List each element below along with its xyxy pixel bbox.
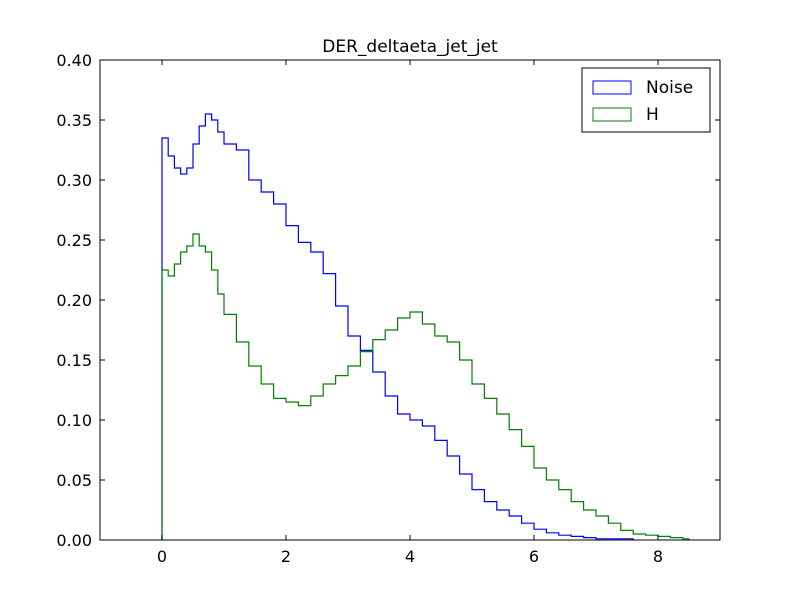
legend: Noise H [581, 67, 711, 133]
y-tick-label: 0.20 [56, 291, 92, 310]
series-h-step-line [161, 233, 690, 540]
y-tick-label: 0.10 [56, 411, 92, 430]
legend-swatch-noise [592, 80, 632, 95]
legend-label-noise: Noise [646, 78, 693, 98]
legend-swatch-h [592, 107, 632, 122]
x-tick-label: 8 [653, 547, 663, 566]
y-tick-label: 0.25 [56, 231, 92, 250]
y-tick-label: 0.30 [56, 171, 92, 190]
y-tick-label: 0.00 [56, 531, 92, 550]
plot-area [161, 113, 690, 540]
chart-title: DER_deltaeta_jet_jet [322, 37, 498, 57]
x-tick-label: 6 [529, 547, 539, 566]
y-tick-label: 0.35 [56, 111, 92, 130]
y-tick-label: 0.05 [56, 471, 92, 490]
x-tick-label: 2 [281, 547, 291, 566]
y-tick-label: 0.15 [56, 351, 92, 370]
series-noise-step-line [161, 113, 634, 540]
x-tick-label: 0 [157, 547, 167, 566]
legend-label-h: H [646, 105, 659, 125]
y-tick-label: 0.40 [56, 51, 92, 70]
x-tick-label: 4 [405, 547, 415, 566]
axis-ticks: 0 2 4 6 8 0.00 0.05 0.10 0.15 0.20 0.25 0.30 0.35 0.4… [56, 51, 720, 566]
